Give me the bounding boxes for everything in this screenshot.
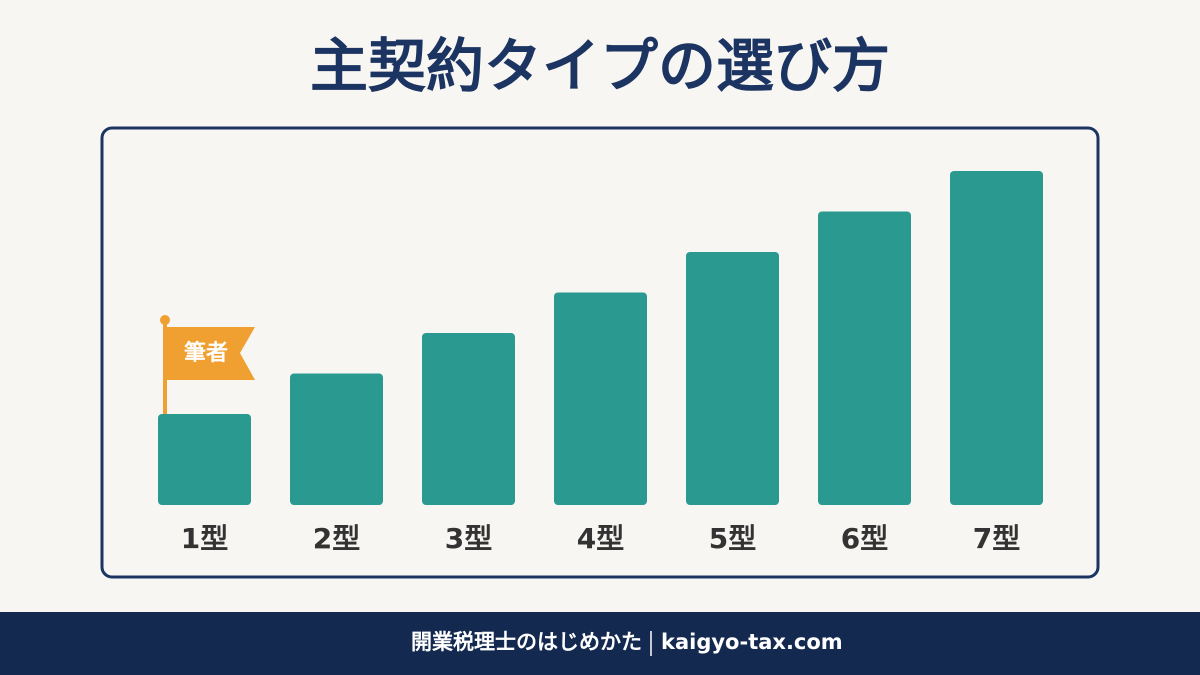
title: 主契約タイプの選び方 [310,32,890,100]
footer-bar [0,612,1200,675]
step-label: 3型 [445,522,492,555]
step-label: 2型 [313,522,360,555]
footer-domain: kaigyo-tax.com [661,630,843,654]
step-bar [422,333,515,505]
step-bar [686,252,779,505]
step-bar [818,211,911,505]
flag-label: 筆者 [184,340,228,366]
frame [100,126,1100,579]
step-bar [950,171,1043,505]
bar-group: 1型 2型 3型 4型 5型 6型 7型 [158,171,1043,555]
step-label: 1型 [181,522,228,555]
step-label: 5型 [709,522,756,555]
step-label: 6型 [841,522,888,555]
step-bar [158,414,251,505]
step-bar [554,292,647,505]
flag [165,327,255,380]
step-label: 4型 [577,522,624,555]
flag-knob [160,315,170,325]
step-label: 7型 [973,522,1020,555]
footer-site-name: 開業税理士のはじめかた [411,630,642,654]
step-bar [290,373,383,505]
